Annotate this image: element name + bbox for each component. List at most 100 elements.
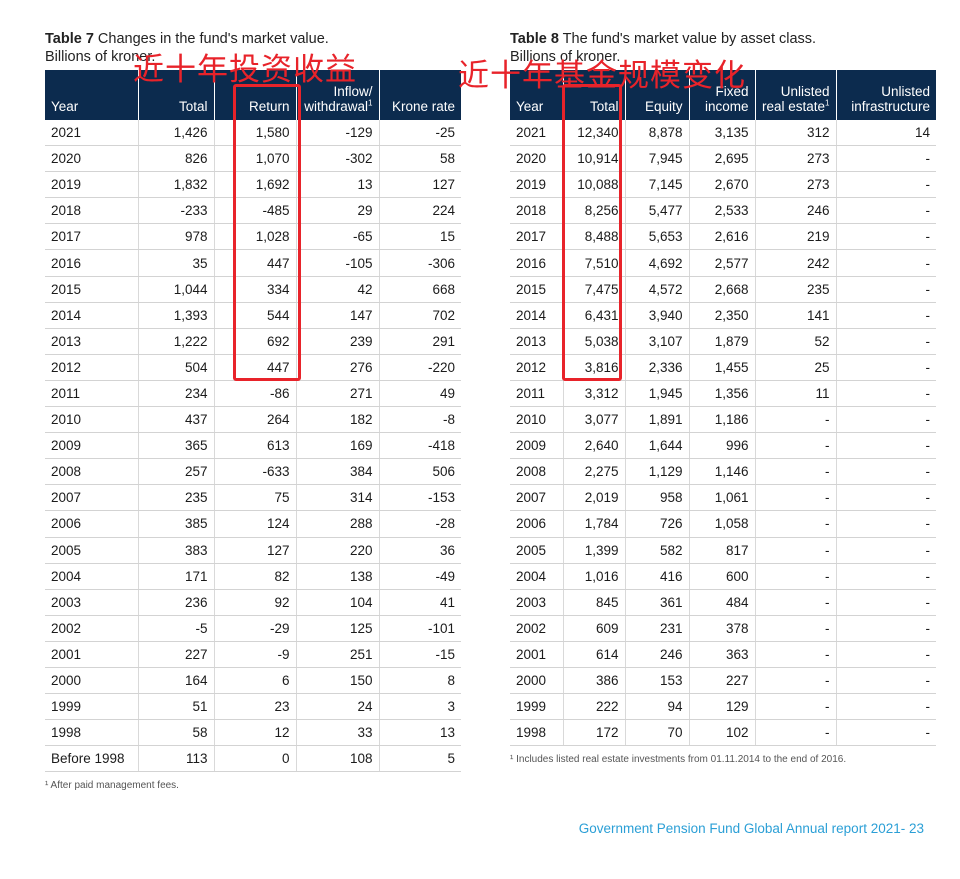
table-cell: 182 xyxy=(295,406,379,434)
table-cell: - xyxy=(754,563,836,590)
table-cell: 12,340 xyxy=(562,120,625,147)
table-cell: 227 xyxy=(137,641,214,668)
table-cell: 246 xyxy=(754,197,836,225)
table-cell: 314 xyxy=(295,484,379,512)
table-cell: 2,577 xyxy=(688,249,755,277)
table-cell: 1,879 xyxy=(688,328,755,355)
table-cell: 164 xyxy=(137,667,214,695)
table-cell: - xyxy=(835,458,936,486)
table-cell: 13 xyxy=(378,719,461,747)
table-cell: - xyxy=(835,276,936,303)
row-year-cell: 2010 xyxy=(45,406,138,434)
table-row: 2019 1,832 1,692 13 127 xyxy=(45,171,461,199)
table-cell: 2,616 xyxy=(688,223,755,251)
table-cell: 23 xyxy=(213,693,296,721)
col-header-fixed-income: Fixed income xyxy=(688,70,755,120)
table-7-footnote: ¹ After paid management fees. xyxy=(45,780,179,792)
row-year-cell: 2002 xyxy=(510,615,563,642)
table-cell: - xyxy=(835,510,936,538)
table-cell: - xyxy=(754,589,836,616)
table-cell: 82 xyxy=(213,563,296,590)
table-cell: - xyxy=(835,693,936,721)
table-cell: -9 xyxy=(213,641,296,668)
table-cell: 1,832 xyxy=(137,171,214,199)
table-cell: 231 xyxy=(624,615,689,642)
table-row: 2014 6,431 3,940 2,350 141- xyxy=(510,302,936,329)
col-header-krone-rate: Krone rate xyxy=(378,70,461,120)
table-cell: 668 xyxy=(378,276,461,303)
table-cell: 2,350 xyxy=(688,302,755,329)
table-cell: 2,668 xyxy=(688,276,755,303)
table-cell: 378 xyxy=(688,615,755,642)
table-cell: 271 xyxy=(295,380,379,408)
table-cell: - xyxy=(754,719,836,747)
table-cell: 36 xyxy=(378,537,461,564)
table-cell: 544 xyxy=(213,302,296,329)
table-cell: 113 xyxy=(137,745,214,773)
table-cell: 5 xyxy=(378,745,461,773)
row-year-cell: 2000 xyxy=(510,667,563,695)
table-cell: 6,431 xyxy=(562,302,625,329)
col-header-unlisted-infrastructure: Unlisted infrastructure xyxy=(835,70,936,120)
table-row: 2006 385 124 288 -28 xyxy=(45,510,461,538)
table-cell: 826 xyxy=(137,145,214,173)
row-year-cell: 2019 xyxy=(510,171,563,199)
row-year-cell: 2018 xyxy=(45,197,138,225)
table-cell: 437 xyxy=(137,406,214,434)
table-cell: 102 xyxy=(688,719,755,747)
row-year-cell: 2018 xyxy=(510,197,563,225)
table-row: Before 1998 113 0 108 5 xyxy=(45,745,461,773)
table-cell: - xyxy=(835,302,936,329)
table-cell: 2,019 xyxy=(562,484,625,512)
table-row: 2012 504 447 276 -220 xyxy=(45,354,461,381)
table-cell: 3,135 xyxy=(688,120,755,147)
row-year-cell: 2002 xyxy=(45,615,138,642)
table-8-unit: Billions of kroner. xyxy=(510,49,621,65)
table-cell: 817 xyxy=(688,537,755,564)
table-cell: 153 xyxy=(624,667,689,695)
row-year-cell: 2001 xyxy=(510,641,563,668)
table-cell: 385 xyxy=(137,510,214,538)
table-row: 2010 437 264 182 -8 xyxy=(45,406,461,434)
table-cell: 58 xyxy=(378,145,461,173)
row-year-cell: 2000 xyxy=(45,667,138,695)
table-cell: -306 xyxy=(378,249,461,277)
table-cell: -153 xyxy=(378,484,461,512)
table-cell: 94 xyxy=(624,693,689,721)
table-cell: 11 xyxy=(754,380,836,408)
table-cell: -105 xyxy=(295,249,379,277)
table-cell: 51 xyxy=(137,693,214,721)
table-cell: 92 xyxy=(213,589,296,616)
table-row: 2010 3,077 1,891 1,186- - xyxy=(510,406,936,434)
table-row: 2014 1,393 544 147 702 xyxy=(45,302,461,329)
table-cell: 138 xyxy=(295,563,379,590)
table-8-footnote: ¹ Includes listed real estate investment… xyxy=(510,754,847,766)
table-cell: 33 xyxy=(295,719,379,747)
table-row: 2016 7,510 4,692 2,577 242- xyxy=(510,249,936,277)
table-7-title: Changes in the fund's market value. xyxy=(93,31,329,47)
row-year-cell: 1998 xyxy=(45,719,138,747)
table-row: 2001 614 246 363- - xyxy=(510,641,936,668)
table-cell: 288 xyxy=(295,510,379,538)
table-cell: 222 xyxy=(562,693,625,721)
table-cell: 1,028 xyxy=(213,223,296,251)
row-year-cell: 2007 xyxy=(510,484,563,512)
table-cell: 5,477 xyxy=(624,197,689,225)
table-cell: 220 xyxy=(295,537,379,564)
table-cell: 14 xyxy=(835,120,936,147)
table-cell: 361 xyxy=(624,589,689,616)
table-cell: 2,275 xyxy=(562,458,625,486)
table-cell: - xyxy=(754,667,836,695)
highlight-box-total xyxy=(562,84,622,381)
row-year-cell: 2013 xyxy=(510,328,563,355)
table-cell: 3,107 xyxy=(624,328,689,355)
table-cell: 227 xyxy=(688,667,755,695)
table-cell: - xyxy=(754,458,836,486)
table-cell: 1,186 xyxy=(688,406,755,434)
table-cell: 1,070 xyxy=(213,145,296,173)
table-cell: 7,510 xyxy=(562,249,625,277)
table-cell: 7,945 xyxy=(624,145,689,173)
row-year-cell: 2014 xyxy=(45,302,138,329)
table-cell: 1,356 xyxy=(688,380,755,408)
table-cell: 239 xyxy=(295,328,379,355)
